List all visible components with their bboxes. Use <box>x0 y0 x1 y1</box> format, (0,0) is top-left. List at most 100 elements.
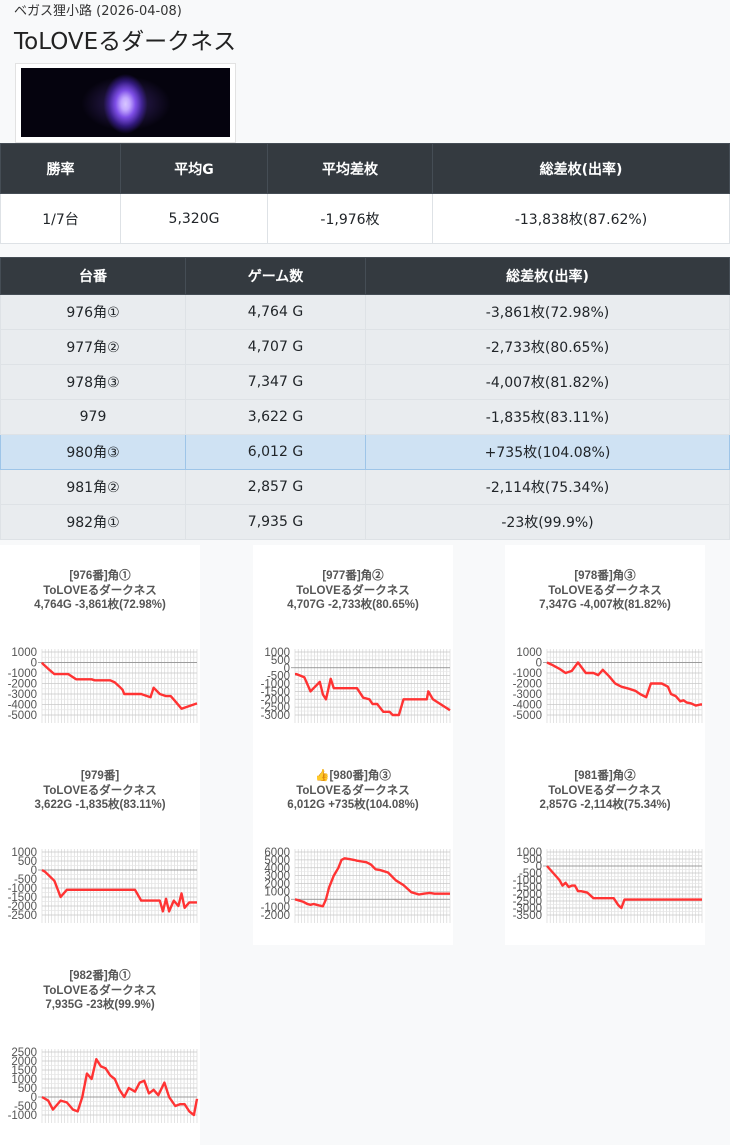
y-tick-label: 1000 <box>264 647 290 659</box>
y-tick-label: -3000 <box>8 689 37 701</box>
machine-image <box>21 68 230 137</box>
chart-title-machine: ToLOVEるダークネス <box>296 584 410 597</box>
y-tick-label: -1500 <box>513 882 542 894</box>
chart-title-unit: 👍[980番]角③ <box>315 770 391 782</box>
y-tick-label: -500 <box>14 874 37 886</box>
chart-title-result: 4,707G -2,733枚(80.65%) <box>287 599 419 611</box>
chart-card-980: 👍[980番]角③ ToLOVEるダークネス 6,012G +735枚(104.… <box>253 745 453 945</box>
y-tick-label: 0 <box>536 861 542 873</box>
y-tick-label: 500 <box>523 854 542 866</box>
y-tick-label: -3000 <box>261 710 290 722</box>
chart-title-result: 6,012G +735枚(104.08%) <box>287 799 419 811</box>
y-tick-label: 1000 <box>11 847 37 859</box>
summary-total-diff: -13,838枚(87.62%) <box>432 193 730 244</box>
y-tick-label: 0 <box>31 865 37 877</box>
chart-title-machine: ToLOVEるダークネス <box>548 784 662 797</box>
y-tick-label: 0 <box>536 658 542 670</box>
machine-image-frame <box>15 63 236 143</box>
y-tick-label: -2000 <box>261 910 290 922</box>
unit-number: 978角③ <box>0 364 186 400</box>
y-tick-label: -2000 <box>513 889 542 901</box>
y-tick-label: -1000 <box>513 668 542 680</box>
table-row[interactable]: 979 3,622 G -1,835枚(83.11%) <box>0 399 730 435</box>
y-tick-label: -1000 <box>8 883 37 895</box>
y-tick-label: 3000 <box>264 871 290 883</box>
unit-games: 4,764 G <box>185 294 366 330</box>
y-tick-label: -4000 <box>513 700 542 712</box>
y-tick-label: -500 <box>519 868 542 880</box>
y-tick-label: -4000 <box>8 700 37 712</box>
line-chart: 10005000-500-1000-1500-2000-2500-3000-35… <box>513 847 703 923</box>
table-row[interactable]: 978角③ 7,347 G -4,007枚(81.82%) <box>0 364 730 400</box>
y-tick-label: 1000 <box>516 647 542 659</box>
chart-title-result: 4,764G -3,861枚(72.98%) <box>34 599 166 611</box>
series-line <box>41 1057 199 1117</box>
chart-title-machine: ToLOVEるダークネス <box>296 784 410 797</box>
unit-diff: -2,114枚(75.34%) <box>365 469 730 505</box>
chart-title-machine: ToLOVEるダークネス <box>43 584 157 597</box>
series-line <box>41 868 197 913</box>
page-subtitle: ベガス狸小路 (2026-04-08) <box>14 4 182 19</box>
table-row-highlighted[interactable]: 980角③ 6,012 G +735枚(104.08%) <box>0 434 730 470</box>
y-tick-label: -1000 <box>261 902 290 914</box>
unit-games: 3,622 G <box>185 399 366 435</box>
chart-card-976: [976番]角① ToLOVEるダークネス 4,764G -3,861枚(72.… <box>0 545 200 745</box>
table-row[interactable]: 982角① 7,935 G -23枚(99.9%) <box>0 504 730 540</box>
y-tick-label: 500 <box>271 655 290 667</box>
units-table: 台番 ゲーム数 総差枚(出率) 976角① 4,764 G -3,861枚(72.9… <box>0 257 730 540</box>
unit-games: 4,707 G <box>185 329 366 365</box>
table-row[interactable]: 977角② 4,707 G -2,733枚(80.65%) <box>0 329 730 365</box>
unit-diff: -4,007枚(81.82%) <box>365 364 730 400</box>
unit-diff: -23枚(99.9%) <box>365 504 730 540</box>
y-tick-label: -1500 <box>261 686 290 698</box>
table-row[interactable]: 976角① 4,764 G -3,861枚(72.98%) <box>0 294 730 330</box>
unit-number: 979 <box>0 399 186 435</box>
chart-title-unit: [979番] <box>80 770 120 782</box>
y-tick-label: 2000 <box>11 1056 37 1068</box>
y-tick-label: -3000 <box>513 903 542 915</box>
unit-number: 981角② <box>0 469 186 505</box>
y-tick-label: -1000 <box>8 668 37 680</box>
unit-diff: -3,861枚(72.98%) <box>365 294 730 330</box>
units-header-number: 台番 <box>0 257 186 295</box>
y-tick-label: 1000 <box>11 1074 37 1086</box>
unit-diff: +735枚(104.08%) <box>365 434 730 470</box>
unit-games: 6,012 G <box>185 434 366 470</box>
unit-number: 982角① <box>0 504 186 540</box>
y-tick-label: 4000 <box>264 863 290 875</box>
y-tick-label: 1000 <box>516 847 542 859</box>
y-tick-label: -2000 <box>513 679 542 691</box>
chart-title-unit: [981番]角② <box>574 770 636 782</box>
y-tick-label: -1000 <box>261 679 290 691</box>
chart-title-unit: [978番]角③ <box>574 570 636 582</box>
y-tick-label: 0 <box>31 1092 37 1104</box>
y-tick-label: -2000 <box>261 694 290 706</box>
chart-title-machine: ToLOVEるダークネス <box>43 784 157 797</box>
y-tick-label: 0 <box>284 663 290 675</box>
units-header-games: ゲーム数 <box>185 257 366 295</box>
unit-games: 7,347 G <box>185 364 366 400</box>
unit-diff: -2,733枚(80.65%) <box>365 329 730 365</box>
y-tick-label: -500 <box>14 1101 37 1113</box>
chart-title-unit: [976番]角① <box>69 570 131 582</box>
y-tick-label: 0 <box>284 894 290 906</box>
chart-title-machine: ToLOVEるダークネス <box>43 984 157 997</box>
series-line <box>546 661 702 707</box>
y-tick-label: -2000 <box>8 679 37 691</box>
unit-number: 980角③ <box>0 434 186 470</box>
y-tick-label: -5000 <box>8 710 37 722</box>
y-tick-label: -2500 <box>261 702 290 714</box>
chart-title-unit: [977番]角② <box>322 570 384 582</box>
y-tick-label: -500 <box>267 671 290 683</box>
y-tick-label: -5000 <box>513 710 542 722</box>
y-tick-label: -2500 <box>513 896 542 908</box>
y-tick-label: -3000 <box>513 689 542 701</box>
chart-title-result: 7,935G -23枚(99.9%) <box>45 999 155 1011</box>
table-row[interactable]: 981角② 2,857 G -2,114枚(75.34%) <box>0 469 730 505</box>
y-tick-label: -2500 <box>8 910 37 922</box>
y-tick-label: 5000 <box>264 855 290 867</box>
series-line <box>40 661 198 710</box>
